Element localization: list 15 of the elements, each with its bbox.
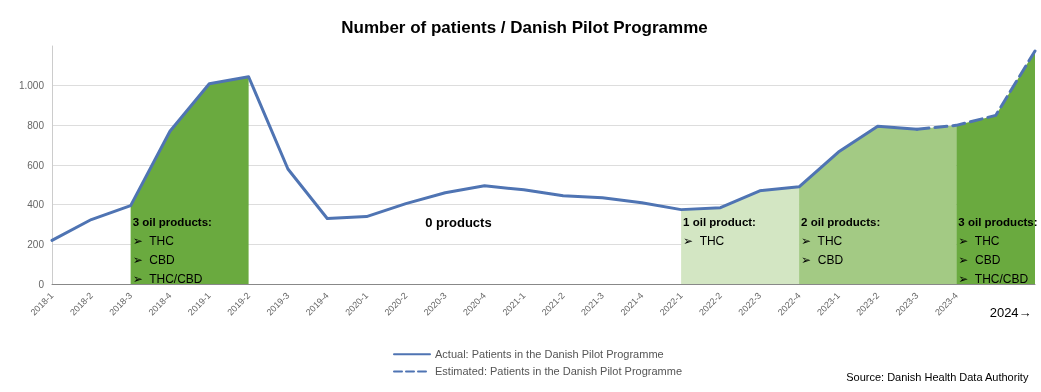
y-tick-label: 800 xyxy=(27,119,45,131)
chart-title: Number of patients / Danish Pilot Programme xyxy=(341,18,708,37)
source-note: Source: Danish Health Data Authority xyxy=(846,370,1029,383)
annotation: 0 products xyxy=(425,214,492,230)
y-tick-label: 0 xyxy=(38,278,45,290)
y-tick-label: 200 xyxy=(27,238,45,250)
text: 2024→ xyxy=(989,305,1032,320)
y-tick-label: 600 xyxy=(27,159,45,171)
y-tick-label: 400 xyxy=(27,199,45,211)
annotation: 1 oil product: ➢ THC xyxy=(683,216,756,249)
legend-label: Estimated: Patients in the Danish Pilot Programme xyxy=(435,365,683,378)
y-tick-label: 1.000 xyxy=(18,80,45,92)
legend-label: Actual: Patients in the Danish Pilot Programme xyxy=(435,348,664,361)
annotation: 3 oil products: ➢ THC ➢ CBD ➢ THC/CBD xyxy=(132,216,212,287)
annotation: 2 oil products: ➢ THC ➢ CBD xyxy=(801,216,881,268)
